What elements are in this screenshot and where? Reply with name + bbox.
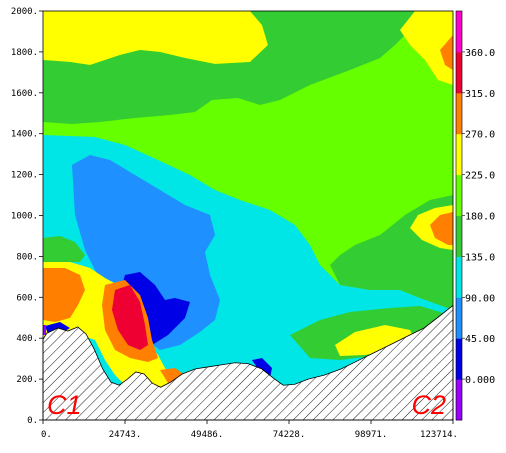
y-tick-label: 2000.: [11, 7, 38, 17]
colorbar-label: 90.00: [465, 293, 495, 304]
region-315-360-left: [43, 268, 85, 322]
region-180-225-left: [43, 236, 85, 262]
colorbar-label: 315.0: [465, 89, 495, 100]
colorbar-swatch: [456, 174, 462, 216]
colorbar-label: 225.0: [465, 171, 495, 182]
y-tick-label: 400.: [16, 334, 38, 344]
region-180-225-upper: [43, 11, 415, 124]
colorbar-swatch: [456, 338, 462, 380]
right-endpoint-label: C2: [411, 390, 446, 420]
y-tick-label: 1200.: [11, 171, 38, 181]
colorbar-swatch: [456, 51, 462, 94]
colorbar-label: 180.0: [465, 212, 495, 223]
y-tick-label: 1000.: [11, 212, 38, 222]
x-tick-label: 24743.: [109, 430, 142, 440]
y-axis: 0. 200. 400. 600. 800. 1000. 1200. 1400. 1600. 18…: [11, 7, 43, 426]
x-tick-label: 123714.: [420, 430, 458, 440]
x-tick-label: 74228.: [273, 430, 306, 440]
region-315-360-topright: [440, 35, 453, 70]
colorbar-label: 360.0: [465, 48, 495, 59]
colorbar-swatch: [456, 297, 462, 339]
region-below-0: [43, 325, 46, 335]
colorbar: 0.000 45.00 90.00 135.0 180.0 225.0 270.0 315.0…: [455, 10, 495, 421]
x-tick-label: 49486.: [191, 430, 224, 440]
y-tick-label: 200.: [16, 375, 38, 385]
y-tick-label: 0.: [27, 416, 38, 426]
terrain-hatch: [42, 304, 454, 421]
region-270-315-top: [43, 11, 268, 65]
colorbar-swatch: [456, 379, 462, 421]
wind-direction-field: [43, 11, 453, 420]
region-315-360-right: [430, 212, 453, 245]
colorbar-swatch: [456, 256, 462, 298]
left-endpoint-label: C1: [47, 390, 82, 420]
colorbar-swatch: [456, 11, 462, 53]
y-tick-label: 1600.: [11, 89, 38, 99]
colorbar-label: 270.0: [465, 130, 495, 141]
colorbar-swatch: [456, 133, 462, 176]
colorbar-label: 135.0: [465, 252, 495, 263]
colorbar-swatch: [456, 92, 462, 135]
region-45-90: [120, 272, 190, 345]
colorbar-label: 45.00: [465, 334, 495, 345]
colorbar-label: 0.000: [465, 375, 495, 386]
y-tick-label: 600.: [16, 293, 38, 303]
x-tick-label: 98971.: [355, 430, 388, 440]
y-tick-label: 1400.: [11, 130, 38, 140]
colorbar-swatch: [456, 215, 462, 257]
y-tick-label: 800.: [16, 252, 38, 262]
region-270-315-topright: [400, 11, 453, 85]
x-tick-label: 0.: [41, 430, 52, 440]
y-tick-label: 1800.: [11, 48, 38, 58]
x-axis: 0. 24743. 49486. 74228. 98971. 123714.: [41, 420, 458, 440]
region-360-plus: [112, 285, 148, 350]
